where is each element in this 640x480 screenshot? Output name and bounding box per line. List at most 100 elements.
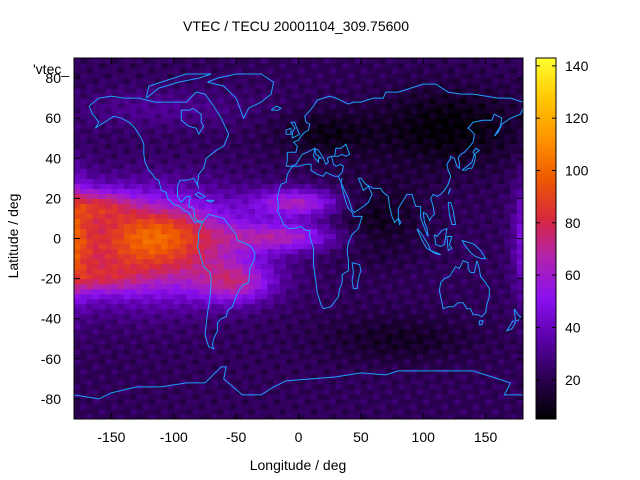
heatmap-cell xyxy=(92,258,100,265)
heatmap-cell xyxy=(92,403,100,410)
heatmap-cell xyxy=(310,158,318,164)
heatmap-cell xyxy=(354,128,362,134)
heatmap-cell xyxy=(117,388,125,395)
heatmap-cell xyxy=(460,233,468,240)
heatmap-cell xyxy=(292,298,300,305)
heatmap-cell xyxy=(516,103,523,109)
heatmap-cell xyxy=(167,68,175,74)
heatmap-cell xyxy=(279,293,287,300)
heatmap-cell xyxy=(80,78,88,84)
heatmap-cell xyxy=(155,223,162,230)
heatmap-cell xyxy=(367,363,374,370)
heatmap-cell xyxy=(74,223,81,230)
heatmap-cell xyxy=(273,113,281,119)
heatmap-cell xyxy=(460,408,468,415)
heatmap-cell xyxy=(80,228,88,235)
heatmap-cell xyxy=(223,243,231,250)
heatmap-cell xyxy=(86,93,94,99)
heatmap-cell xyxy=(167,363,175,370)
heatmap-cell xyxy=(267,393,275,400)
heatmap-cell xyxy=(510,118,518,124)
heatmap-cell xyxy=(186,383,194,390)
heatmap-cell xyxy=(198,293,206,300)
heatmap-cell xyxy=(142,353,150,360)
heatmap-cell xyxy=(454,158,462,164)
heatmap-cell xyxy=(423,223,431,230)
heatmap-cell xyxy=(317,243,325,250)
heatmap-cell xyxy=(173,323,181,330)
heatmap-cell xyxy=(360,233,368,240)
heatmap-cell xyxy=(335,268,343,275)
heatmap-cell xyxy=(342,213,349,220)
heatmap-cell xyxy=(342,318,349,325)
heatmap-cell xyxy=(286,243,293,250)
heatmap-cell xyxy=(441,318,449,325)
heatmap-cell xyxy=(510,78,518,84)
heatmap-cell xyxy=(342,358,349,365)
heatmap-cell xyxy=(310,188,318,194)
heatmap-cell xyxy=(404,228,412,235)
heatmap-cell xyxy=(485,403,493,410)
heatmap-cell xyxy=(416,118,424,124)
heatmap-cell xyxy=(416,373,424,380)
heatmap-cell xyxy=(342,368,349,375)
heatmap-cell xyxy=(242,243,250,250)
heatmap-cell xyxy=(142,128,150,134)
heatmap-cell xyxy=(229,143,237,149)
heatmap-cell xyxy=(491,113,499,119)
heatmap-cell xyxy=(435,178,443,184)
heatmap-cell xyxy=(111,233,119,240)
heatmap-cell xyxy=(516,273,523,280)
heatmap-cell xyxy=(491,88,499,94)
heatmap-cell xyxy=(423,343,431,350)
heatmap-cell xyxy=(435,368,443,375)
heatmap-cell xyxy=(342,413,349,419)
heatmap-cell xyxy=(198,68,206,74)
heatmap-cell xyxy=(248,338,256,345)
heatmap-cell xyxy=(466,243,474,250)
heatmap-cell xyxy=(155,113,162,119)
heatmap-cell xyxy=(248,178,256,184)
heatmap-cell xyxy=(416,398,424,405)
heatmap-cell xyxy=(392,158,399,164)
heatmap-cell xyxy=(117,103,125,109)
heatmap-cell xyxy=(86,143,94,149)
heatmap-cell xyxy=(286,178,293,184)
heatmap-cell xyxy=(435,143,443,149)
heatmap-cell xyxy=(211,268,219,275)
heatmap-cell xyxy=(74,238,81,245)
heatmap-cell xyxy=(236,288,243,295)
heatmap-cell xyxy=(286,413,293,419)
heatmap-cell xyxy=(354,353,362,360)
heatmap-cell xyxy=(123,303,131,310)
heatmap-cell xyxy=(92,188,100,194)
heatmap-cell xyxy=(342,78,349,84)
heatmap-cell xyxy=(167,173,175,179)
heatmap-cell xyxy=(261,133,268,139)
heatmap-cell xyxy=(136,198,144,204)
heatmap-cell xyxy=(367,308,374,315)
heatmap-cell xyxy=(130,403,137,410)
heatmap-cell xyxy=(516,308,523,315)
heatmap-cell xyxy=(360,313,368,320)
heatmap-cell xyxy=(479,343,487,350)
heatmap-cell xyxy=(404,173,412,179)
heatmap-cell xyxy=(404,108,412,114)
heatmap-cell xyxy=(229,248,237,255)
heatmap-cell xyxy=(379,203,387,210)
heatmap-cell xyxy=(317,343,325,350)
heatmap-cell xyxy=(130,173,137,179)
heatmap-cell xyxy=(504,78,512,84)
heatmap-cell xyxy=(392,398,399,405)
heatmap-cell xyxy=(123,233,131,240)
heatmap-cell xyxy=(217,408,225,415)
heatmap-cell xyxy=(479,338,487,345)
heatmap-cell xyxy=(180,263,187,270)
heatmap-cell xyxy=(448,248,456,255)
heatmap-cell xyxy=(192,128,200,134)
heatmap-cell xyxy=(329,358,337,365)
heatmap-cell xyxy=(404,203,412,210)
heatmap-cell xyxy=(498,248,505,255)
heatmap-cell xyxy=(86,378,94,385)
heatmap-cell xyxy=(460,363,468,370)
